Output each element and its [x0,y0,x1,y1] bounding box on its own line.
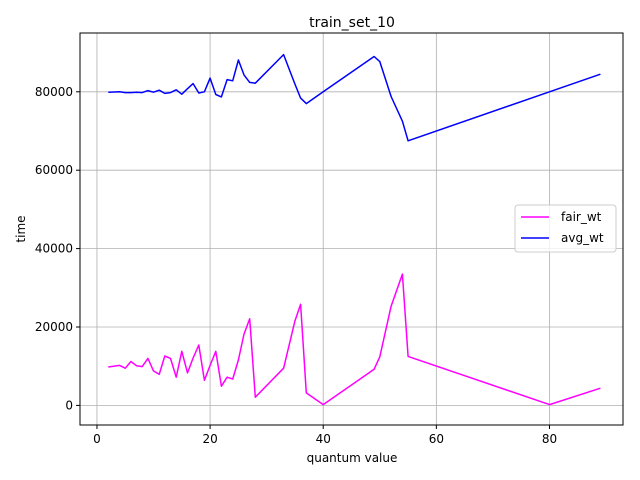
series-line-fair-wt [108,273,601,406]
x-tick-label: 80 [542,432,557,446]
chart-title: train_set_10 [309,15,395,31]
x-tick-label: 20 [202,432,217,446]
x-tick-label: 40 [316,432,331,446]
series-lines [108,53,601,406]
x-axis-ticks: 0 20 40 60 80 [93,425,557,446]
y-tick-label: 0 [65,398,73,412]
series-line-avg-wt [108,53,601,142]
y-tick-label: 20000 [35,320,73,334]
y-tick-label: 80000 [35,85,73,99]
legend-label-fair-wt: fair_wt [561,210,602,224]
y-tick-label: 60000 [35,163,73,177]
y-tick-label: 40000 [35,242,73,256]
x-tick-label: 60 [429,432,444,446]
y-axis-ticks: 0 20000 40000 60000 80000 [35,85,80,412]
x-tick-label: 0 [93,432,101,446]
y-axis-label: time [14,215,28,242]
x-axis-label: quantum value [307,451,398,465]
legend: fair_wt avg_wt [514,204,617,253]
legend-label-avg-wt: avg_wt [561,231,604,245]
plot-frame [79,32,624,426]
